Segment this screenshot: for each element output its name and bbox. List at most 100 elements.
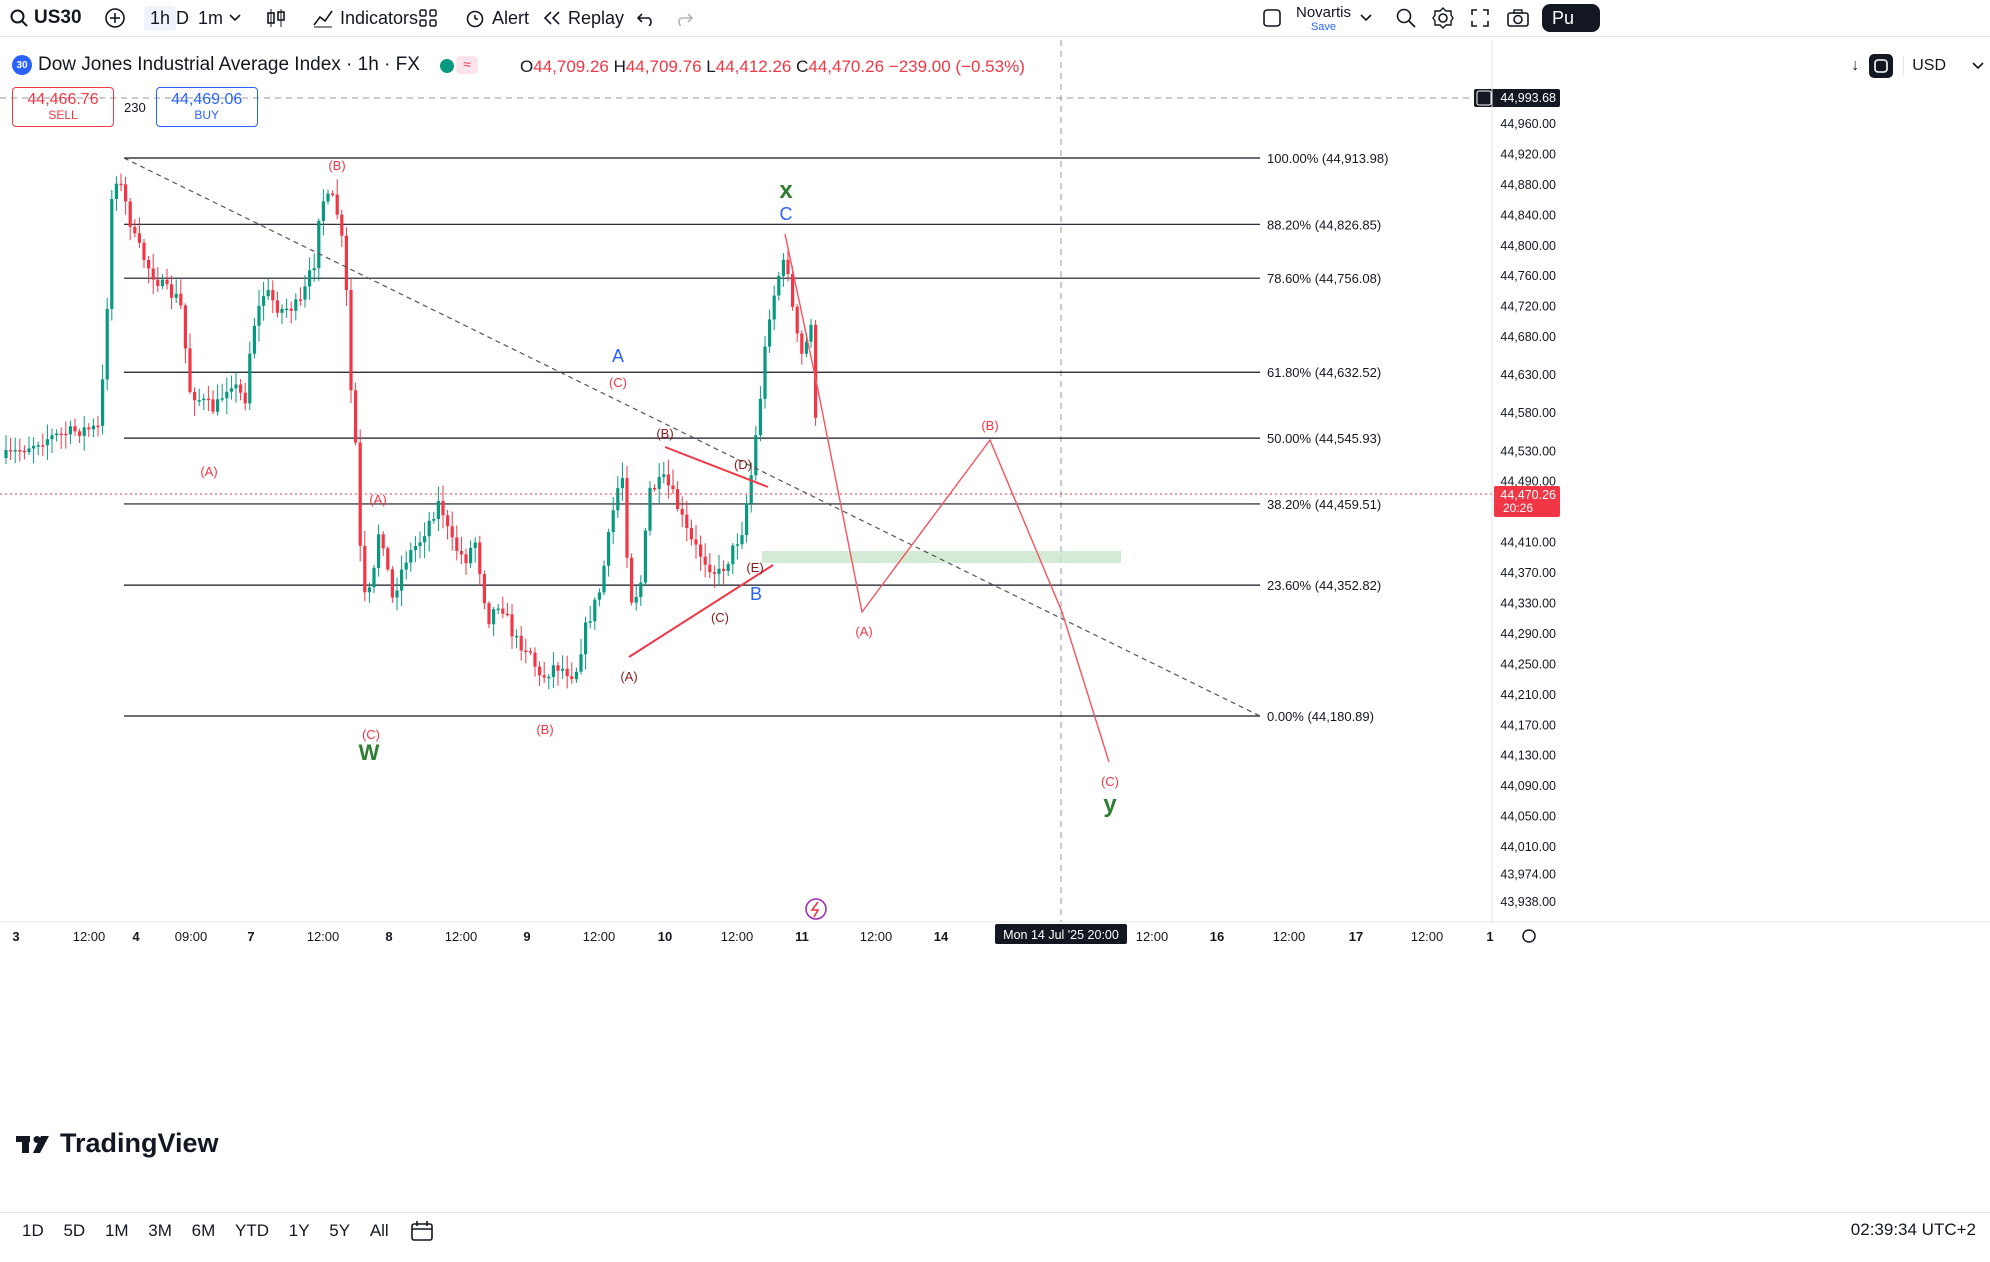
candle-body: [680, 508, 684, 515]
trendline-dashed: [123, 157, 1261, 717]
candle-body: [32, 445, 36, 449]
candle-body: [142, 242, 146, 260]
candle-body: [501, 608, 505, 614]
price-tick: 44,720.00: [1500, 300, 1556, 314]
fib-level-label: 50.00% (44,545.93): [1267, 431, 1381, 446]
currency-selector[interactable]: USD: [1903, 57, 1962, 75]
candle-body: [565, 668, 569, 677]
utc-clock[interactable]: 02:39:34 UTC+2: [1850, 1220, 1976, 1239]
open-value: 44,709.26: [533, 57, 609, 76]
candle-body: [487, 603, 491, 625]
range-5y[interactable]: 5Y: [329, 1221, 351, 1240]
wave-label: (B): [536, 722, 553, 737]
interval-1m[interactable]: 1m: [198, 7, 224, 28]
candle-body: [427, 520, 431, 537]
triangle-lower-line: [628, 564, 774, 658]
candle-body: [119, 183, 123, 186]
price-tick: 44,580.00: [1500, 406, 1556, 420]
redo-button[interactable]: [674, 0, 694, 36]
candle-body: [312, 268, 316, 271]
axis-settings-icon: [1522, 929, 1536, 943]
candle-body: [193, 391, 197, 401]
candle-body: [165, 279, 169, 285]
sell-button[interactable]: 44,466.76 SELL: [12, 87, 114, 127]
publish-button[interactable]: Pu: [1542, 4, 1600, 32]
undo-button[interactable]: [636, 0, 656, 36]
candle-body: [289, 308, 293, 311]
candle-body: [372, 567, 376, 588]
candle-body: [197, 400, 201, 402]
alarm-clock-icon: [466, 10, 484, 28]
candle-body: [648, 487, 652, 531]
goto-date-icon[interactable]: [410, 1220, 436, 1242]
candle-body: [413, 546, 417, 551]
chevron-down-icon[interactable]: [1972, 62, 1984, 70]
range-1d[interactable]: 1D: [22, 1221, 44, 1240]
candle-body: [630, 557, 634, 603]
candle-body: [551, 665, 555, 677]
settings-button[interactable]: [1432, 0, 1454, 36]
alert-button[interactable]: Alert: [464, 0, 529, 36]
candle-body: [344, 235, 348, 291]
candle-body: [381, 534, 385, 549]
price-tick: 44,170.00: [1500, 718, 1556, 732]
candle-body: [206, 398, 210, 401]
snapshot-button[interactable]: [1506, 0, 1530, 36]
range-5d[interactable]: 5D: [63, 1221, 86, 1240]
candle-body: [620, 478, 624, 489]
candle-body: [528, 651, 532, 653]
candle-body: [533, 652, 537, 667]
candle-body: [354, 390, 358, 443]
range-ytd[interactable]: YTD: [235, 1221, 270, 1240]
wave-label: (A): [200, 464, 217, 479]
candle-body: [450, 526, 454, 538]
crosshair-price: 44,993.68: [1500, 91, 1556, 105]
candle-body: [745, 503, 749, 536]
range-1m[interactable]: 1M: [104, 1221, 129, 1240]
price-tick: 44,530.00: [1500, 444, 1556, 458]
low-label: L: [706, 57, 716, 76]
candle-body: [179, 293, 183, 306]
range-all[interactable]: All: [369, 1221, 389, 1240]
replay-button[interactable]: Replay: [542, 0, 624, 36]
legend-title[interactable]: Dow Jones Industrial Average Index · 1h …: [38, 54, 420, 75]
interval-dropdown[interactable]: [229, 0, 241, 36]
fullscreen-button[interactable]: [1470, 0, 1490, 36]
time-tick: 14: [934, 929, 949, 944]
candle-body: [367, 587, 371, 593]
range-6m[interactable]: 6M: [191, 1221, 216, 1240]
candle-body: [423, 536, 427, 543]
interval-d[interactable]: D: [176, 7, 189, 28]
wave-label: (C): [609, 375, 627, 390]
candle-body: [170, 284, 174, 298]
range-1y[interactable]: 1Y: [288, 1221, 310, 1240]
compare-button[interactable]: [104, 0, 126, 36]
scale-mode-button[interactable]: [1869, 54, 1894, 78]
layout-name[interactable]: Novartis Save: [1296, 0, 1351, 36]
indicators-button[interactable]: Indicators: [312, 0, 418, 36]
arrow-down-icon[interactable]: ↓: [1851, 57, 1860, 74]
buy-button[interactable]: 44,469.06 BUY: [155, 87, 258, 127]
price-tick: 44,960.00: [1500, 117, 1556, 131]
candle-body: [27, 448, 31, 453]
symbol-search[interactable]: US30: [10, 0, 82, 36]
chart-type-button[interactable]: [266, 0, 286, 36]
candle-body: [243, 392, 247, 404]
layout-toggle[interactable]: [1262, 0, 1282, 36]
candle-body: [174, 293, 178, 298]
undo-icon: [636, 13, 652, 26]
candle-body: [639, 582, 643, 597]
range-3m[interactable]: 3M: [148, 1221, 172, 1240]
price-tick: 44,800.00: [1500, 239, 1556, 253]
time-tick: 09:00: [175, 929, 208, 944]
candle-body: [390, 569, 394, 598]
candle-body: [266, 290, 270, 297]
camera-icon: [1507, 9, 1529, 27]
interval-1h[interactable]: 1h: [144, 5, 177, 31]
search-icon: [10, 9, 28, 27]
layout-dropdown[interactable]: [1360, 0, 1372, 36]
plus-icon: [1476, 90, 1492, 106]
quick-search-button[interactable]: [1395, 0, 1417, 36]
templates-button[interactable]: [418, 0, 438, 36]
